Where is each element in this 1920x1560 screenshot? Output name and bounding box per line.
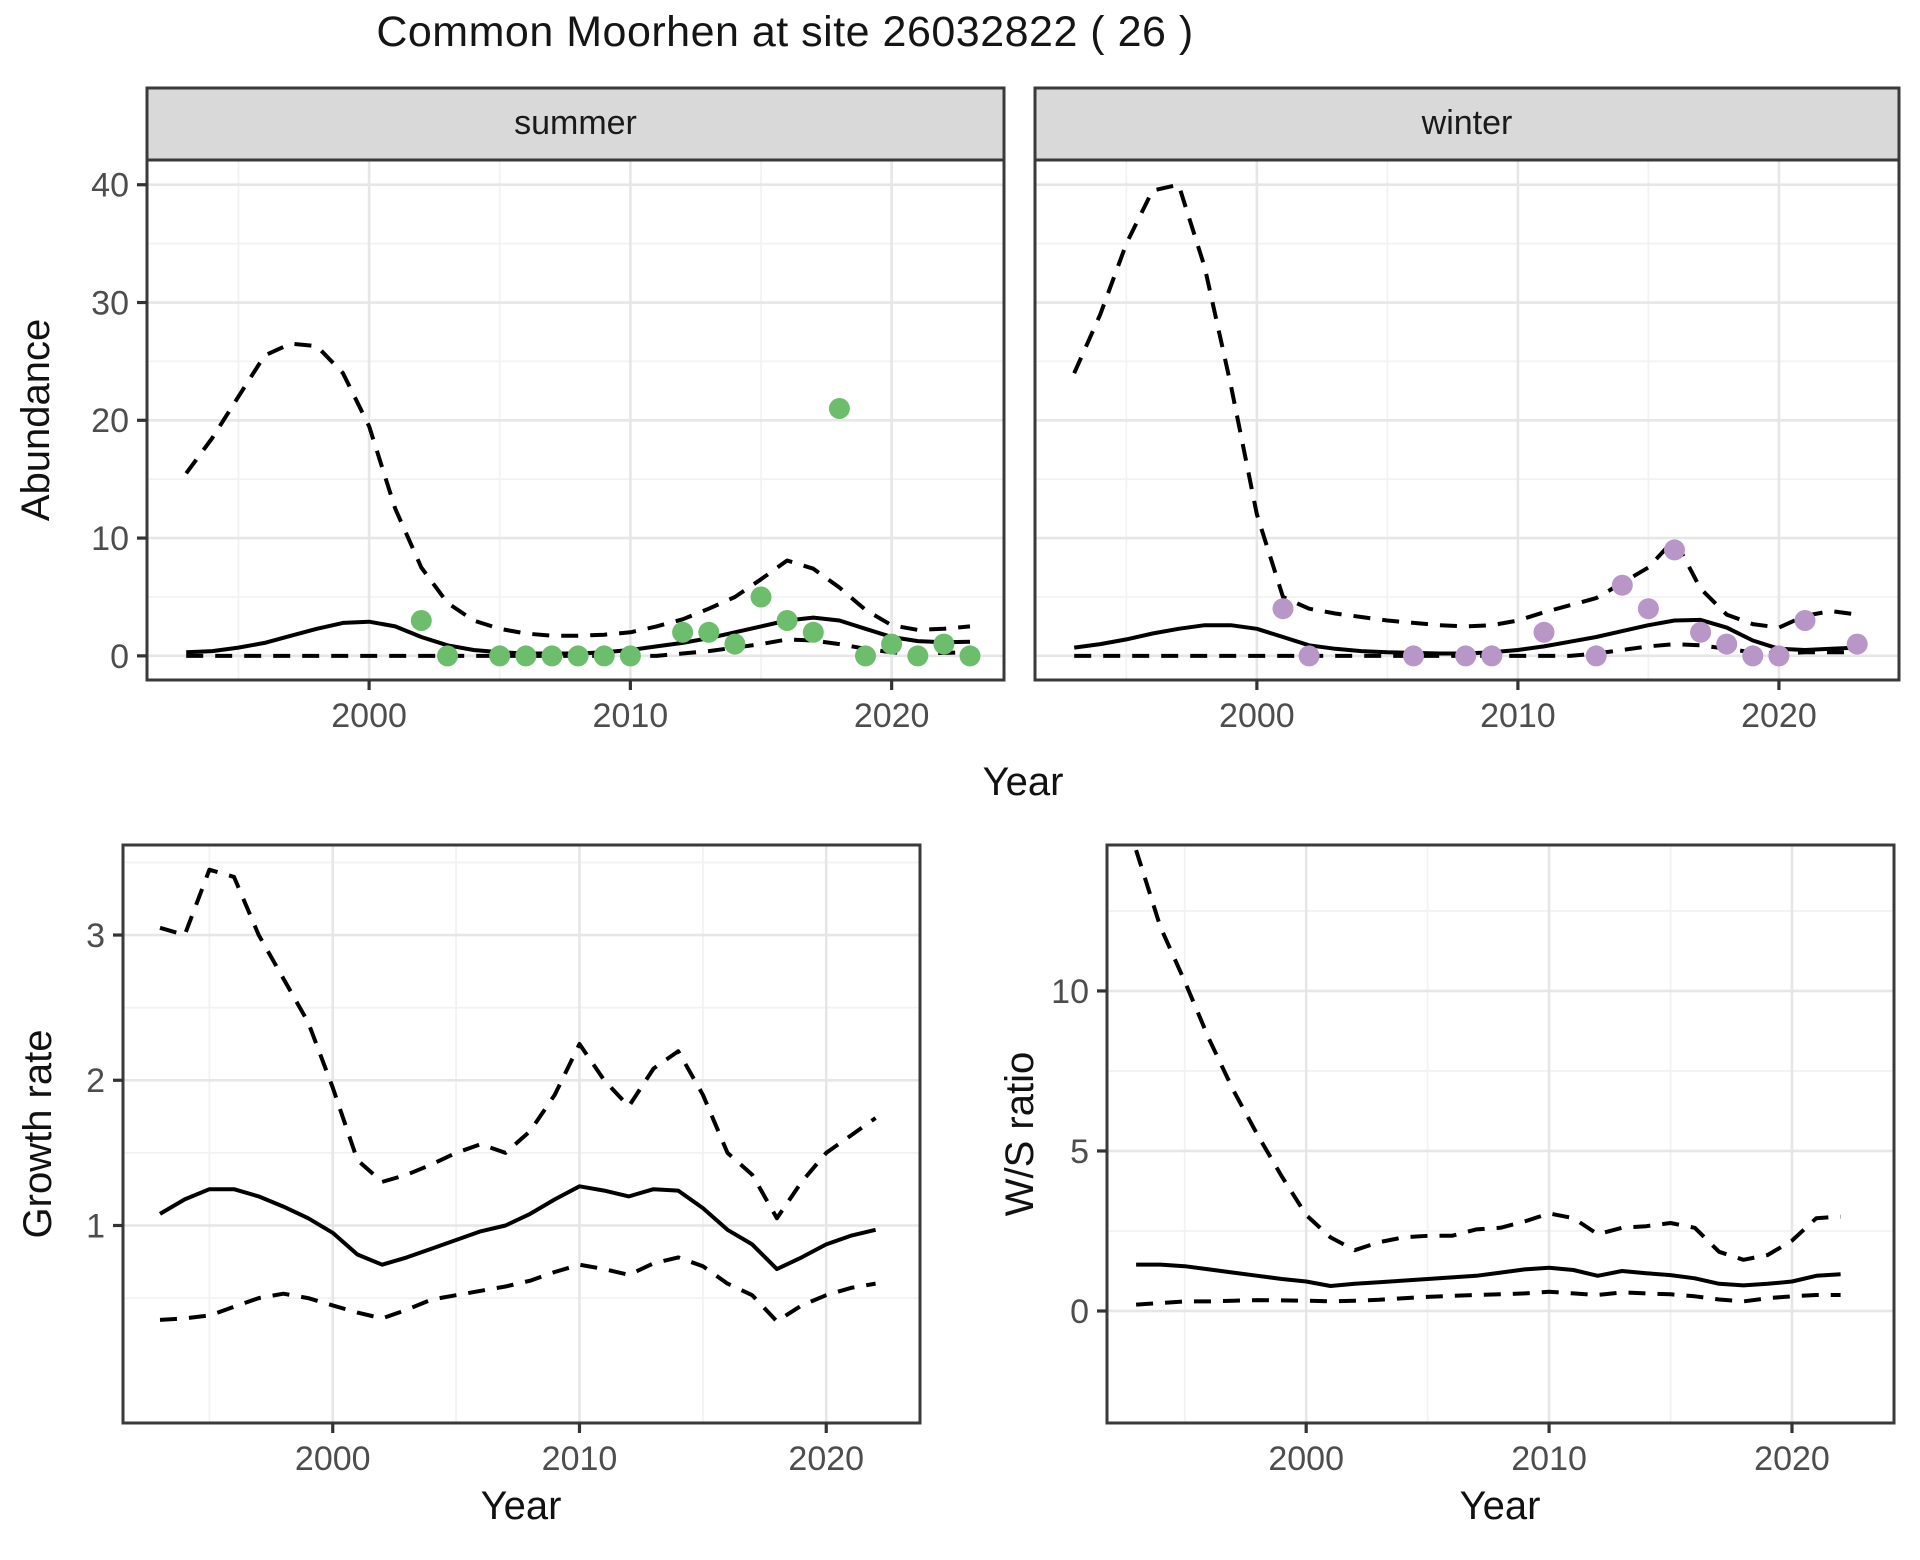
data-point (1481, 645, 1503, 667)
ws-lower-95ci-line (1135, 1289, 1841, 1307)
panel-summer: 2000 2010 2020 0 10 20 30 40 (91, 86, 1006, 735)
data-point (1637, 598, 1659, 620)
x-tick-label: 2020 (788, 1440, 864, 1478)
data-point (776, 610, 798, 631)
summer-upper-95ci-line (184, 341, 971, 638)
data-point (828, 398, 850, 419)
data-point (1768, 645, 1790, 667)
data-point (1455, 645, 1477, 667)
data-point (1742, 645, 1764, 667)
data-point (1403, 645, 1424, 667)
panel-background (123, 845, 920, 1423)
data-point (933, 633, 955, 655)
y-tick-label: 0 (110, 638, 129, 676)
data-point (619, 645, 641, 667)
data-point (1794, 610, 1816, 631)
y-axis-title-growth-rate: Growth rate (16, 1029, 60, 1239)
data-point (1272, 598, 1294, 620)
data-point (750, 586, 772, 608)
data-point (907, 645, 929, 667)
data-point (437, 645, 458, 667)
data-point (1585, 645, 1607, 667)
x-tick-label: 2020 (854, 697, 930, 735)
panel-winter: 2000 2010 2020 (1033, 86, 1901, 735)
data-point (802, 621, 824, 643)
y-axis-title-ws-ratio: W/S ratio (998, 1051, 1042, 1217)
data-point (1533, 621, 1555, 643)
data-point (1690, 621, 1712, 643)
data-point (855, 645, 876, 667)
winter-counts-points (1272, 539, 1868, 667)
x-axis-title-top-year: Year (982, 760, 1064, 804)
ws-fitted-line (1136, 1262, 1841, 1288)
y-tick-label: 10 (91, 520, 129, 558)
x-tick-label: 2010 (542, 1440, 618, 1478)
y-tick-label: 0 (1070, 1293, 1089, 1331)
data-point (1611, 574, 1633, 596)
data-point (724, 633, 746, 655)
ws-upper-95ci-line (1134, 849, 1841, 1262)
winter-upper-95ci-line (1072, 182, 1858, 630)
y-tick-label: 2 (86, 1062, 105, 1100)
data-point (1664, 539, 1685, 561)
growth-upper-95ci-line (159, 867, 877, 1221)
page-title: Common Moorhen at site 26032822 ( 26 ) (376, 8, 1194, 56)
y-tick-label: 3 (86, 917, 105, 955)
facet-strip-box (1033, 86, 1901, 162)
growth-lower-95ci-line (159, 1255, 876, 1324)
y-tick-label: 1 (86, 1207, 105, 1245)
panel-ws: 2000 2010 2020 0 5 10 (1051, 843, 1896, 1478)
data-point (410, 610, 432, 631)
data-point (1298, 645, 1320, 667)
y-tick-label: 30 (91, 284, 129, 322)
x-tick-label: 2000 (331, 697, 407, 735)
y-tick-label: 40 (91, 167, 129, 205)
panel-background (1107, 845, 1894, 1423)
x-tick-label: 2000 (295, 1440, 371, 1478)
facet-strip-winter: winter (1421, 104, 1513, 142)
facet-strip-box (145, 86, 1006, 162)
x-tick-label: 2020 (1741, 697, 1817, 735)
data-point (881, 633, 903, 655)
data-point (515, 645, 537, 667)
x-tick-label: 2010 (1480, 697, 1556, 735)
growth-fitted-line (158, 1184, 877, 1272)
data-point (593, 645, 615, 667)
y-tick-label: 20 (91, 402, 129, 440)
data-point (567, 645, 589, 667)
x-tick-label: 2020 (1754, 1440, 1830, 1478)
data-point (672, 621, 694, 643)
y-axis-title-abundance: Abundance (14, 318, 58, 522)
data-point (1846, 633, 1868, 655)
data-point (698, 621, 720, 643)
y-tick-label: 5 (1070, 1133, 1089, 1171)
panel-border (121, 843, 922, 1425)
facet-strip-summer: summer (514, 104, 637, 142)
y-tick-label: 10 (1051, 973, 1089, 1011)
summer-counts-points (410, 398, 981, 667)
x-tick-label: 2010 (1511, 1440, 1587, 1478)
data-point (489, 645, 511, 667)
data-point (959, 645, 981, 667)
x-axis-title-growth-year: Year (480, 1484, 562, 1528)
x-tick-label: 2000 (1268, 1440, 1344, 1478)
x-tick-label: 2010 (593, 697, 669, 735)
panel-border (1105, 843, 1896, 1425)
data-point (541, 645, 563, 667)
x-axis-title-ws-year: Year (1459, 1484, 1541, 1528)
panel-growth: 2000 2010 2020 1 2 3 (86, 843, 922, 1478)
data-point (1716, 633, 1738, 655)
x-tick-label: 2000 (1219, 697, 1295, 735)
